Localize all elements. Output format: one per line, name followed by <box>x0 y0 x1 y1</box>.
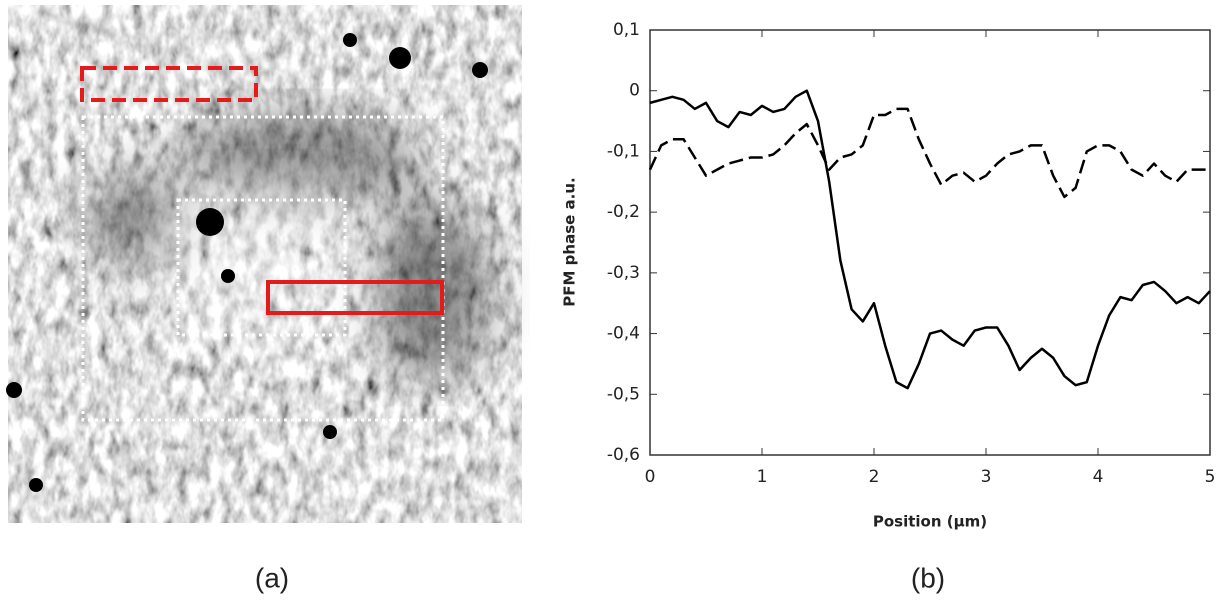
x-tick-label: 0 <box>645 467 656 487</box>
x-axis-label: Position (µm) <box>873 513 987 531</box>
data-line <box>649 89 1211 390</box>
y-tick-label: -0,4 <box>607 324 640 344</box>
x-tick-label: 1 <box>757 467 768 487</box>
x-tick-label: 3 <box>981 467 992 487</box>
x-tick-label: 5 <box>1205 467 1216 487</box>
data-line <box>648 107 1210 199</box>
y-tick-label: 0,1 <box>613 20 640 40</box>
y-tick-label: -0,3 <box>607 263 640 283</box>
y-axis-label: PFM phase a.u. <box>561 177 579 306</box>
y-tick-label: -0,6 <box>607 445 640 465</box>
x-tick-label: 2 <box>869 467 880 487</box>
y-tick-label: -0,1 <box>607 141 640 161</box>
panel-label: (a) <box>255 562 289 593</box>
plot-frame <box>649 29 1211 456</box>
y-tick-label: -0,2 <box>607 202 640 222</box>
y-tick-label: -0,5 <box>607 384 640 404</box>
pfm-image <box>6 5 522 523</box>
y-tick-label: 0 <box>629 81 640 101</box>
x-tick-label: 4 <box>1093 467 1104 487</box>
panel-label: (b) <box>911 562 945 593</box>
